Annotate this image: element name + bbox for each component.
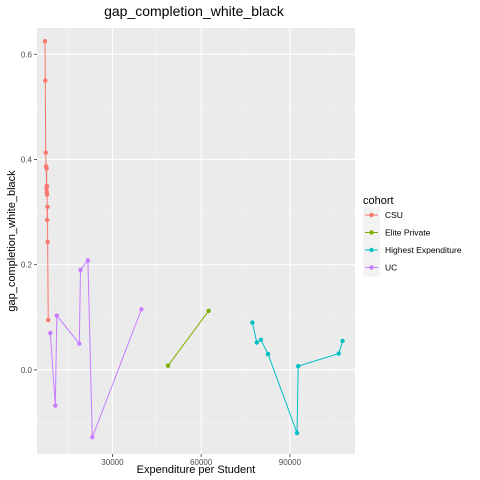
data-point-uc	[90, 434, 95, 440]
data-point-csu	[46, 317, 51, 323]
plot-panel	[37, 28, 355, 454]
x-tick-label: 60000	[190, 458, 213, 467]
legend-item-csu: CSU	[363, 207, 403, 224]
legend-key-point	[369, 247, 374, 253]
data-point-uc	[54, 313, 60, 318]
data-point-csu	[44, 183, 50, 188]
data-point-uc	[78, 267, 83, 273]
y-tick-label: 0.4	[21, 155, 33, 164]
data-point-uc	[77, 341, 82, 346]
data-point-elite-private	[165, 363, 171, 368]
legend-title: cohort	[363, 195, 394, 207]
grid-major	[37, 28, 355, 454]
data-point-csu	[44, 192, 50, 197]
data-point-csu	[45, 239, 50, 245]
data-point-highest-expenditure	[258, 337, 264, 343]
data-point-highest-expenditure	[340, 338, 345, 344]
legend-item-elite-private: Elite Private	[363, 224, 431, 242]
data-point-csu	[43, 150, 48, 155]
legend: cohort CSU Elite Private Highest Expenditu…	[363, 195, 462, 277]
data-point-highest-expenditure	[294, 430, 300, 436]
grid-minor	[37, 28, 355, 454]
legend-label: Elite Private	[385, 228, 431, 238]
legend-item-highest-expenditure: Highest Expenditure	[363, 242, 462, 259]
legend-key-point	[369, 265, 374, 270]
x-tick-label: 90000	[279, 458, 302, 467]
data-point-uc	[85, 258, 91, 263]
data-point-highest-expenditure	[250, 320, 255, 325]
x-axis-ticks: 30000 60000 90000	[101, 454, 302, 467]
legend-key-point	[369, 230, 374, 235]
legend-key-point	[369, 212, 374, 218]
legend-label: CSU	[385, 210, 403, 220]
data-point-uc	[139, 307, 144, 312]
data-point-highest-expenditure	[254, 340, 259, 345]
chart-title: gap_completion_white_black	[104, 3, 285, 19]
x-tick-label: 30000	[101, 458, 124, 467]
data-point-csu	[43, 78, 48, 83]
series-points	[42, 38, 345, 440]
y-tick-label: 0.0	[21, 366, 33, 375]
y-axis-title: gap_completion_white_black	[6, 170, 18, 312]
data-point-uc	[48, 330, 53, 336]
y-tick-label: 0.2	[21, 261, 33, 270]
data-point-elite-private	[206, 308, 211, 314]
data-point-csu	[45, 204, 50, 210]
legend-label: Highest Expenditure	[385, 245, 462, 255]
y-tick-label: 0.6	[21, 50, 33, 59]
series-line-uc	[49, 259, 142, 438]
data-point-highest-expenditure	[265, 351, 271, 357]
legend-label: UC	[385, 263, 397, 273]
data-point-highest-expenditure	[296, 363, 301, 369]
y-axis-ticks: 0.0 0.2 0.4 0.6	[21, 50, 37, 375]
series-line-elite-private	[167, 310, 209, 366]
data-point-csu	[45, 217, 50, 223]
data-point-csu	[44, 166, 49, 171]
legend-item-uc: UC	[363, 259, 397, 277]
x-axis-title: Expenditure per Student	[137, 464, 256, 476]
data-point-highest-expenditure	[336, 351, 341, 356]
data-point-csu	[42, 38, 48, 44]
data-point-uc	[53, 403, 58, 408]
